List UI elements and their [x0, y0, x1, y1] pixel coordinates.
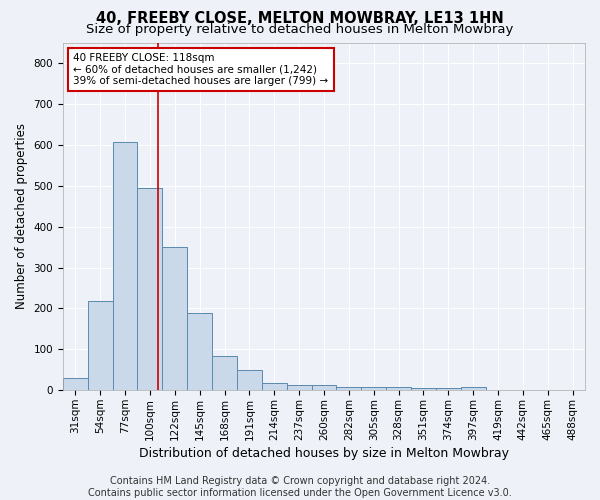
Text: 40 FREEBY CLOSE: 118sqm
← 60% of detached houses are smaller (1,242)
39% of semi: 40 FREEBY CLOSE: 118sqm ← 60% of detache…: [73, 53, 328, 86]
X-axis label: Distribution of detached houses by size in Melton Mowbray: Distribution of detached houses by size …: [139, 447, 509, 460]
Bar: [386, 387, 411, 390]
Bar: [113, 142, 137, 390]
Bar: [411, 388, 436, 390]
Bar: [337, 388, 361, 390]
Text: Contains HM Land Registry data © Crown copyright and database right 2024.
Contai: Contains HM Land Registry data © Crown c…: [88, 476, 512, 498]
Bar: [311, 385, 337, 390]
Bar: [262, 383, 287, 390]
Bar: [137, 188, 163, 390]
Bar: [436, 388, 461, 390]
Bar: [461, 388, 485, 390]
Bar: [63, 378, 88, 390]
Bar: [163, 247, 187, 390]
Bar: [361, 388, 386, 390]
Bar: [237, 370, 262, 390]
Bar: [287, 385, 311, 390]
Bar: [212, 356, 237, 390]
Y-axis label: Number of detached properties: Number of detached properties: [15, 124, 28, 310]
Text: 40, FREEBY CLOSE, MELTON MOWBRAY, LE13 1HN: 40, FREEBY CLOSE, MELTON MOWBRAY, LE13 1…: [96, 11, 504, 26]
Bar: [187, 314, 212, 390]
Bar: [88, 301, 113, 390]
Text: Size of property relative to detached houses in Melton Mowbray: Size of property relative to detached ho…: [86, 22, 514, 36]
